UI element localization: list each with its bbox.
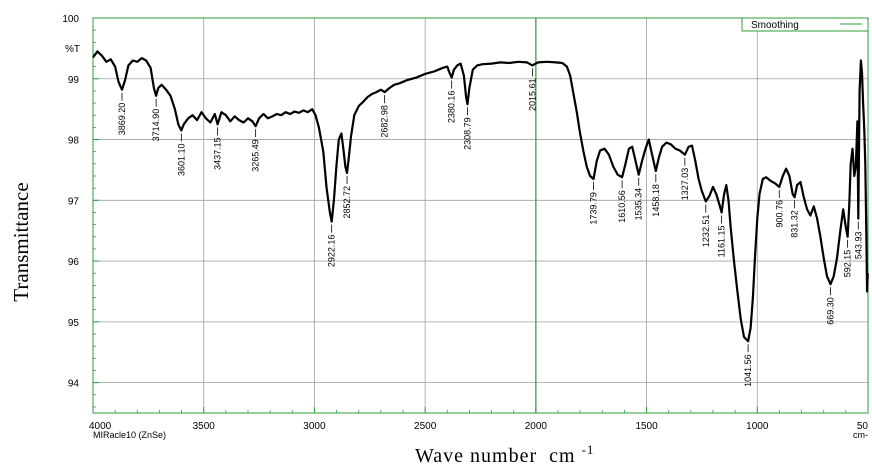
x-axis-title-unit: cm [549,445,575,465]
peak-label: 543.93 [853,232,863,260]
peak-label: 669.30 [826,297,836,325]
x-axis-title-unit-exponent: -1 [582,442,595,457]
x-tick-label: 3000 [303,421,326,432]
peak-label: 1739.79 [588,192,598,225]
peak-label: 2852.72 [342,186,352,219]
x-tick-label: 50 [857,421,869,432]
x-axis: 4000 3500 3000 2500 2000 1500 1000 50 [89,407,869,432]
peak-label: 1041.56 [743,354,753,387]
y-axis-title: Transmittance [9,182,33,301]
legend-entry-smoothing: Smoothing [751,20,799,31]
peak-label: 3714.90 [151,109,161,142]
y-axis: 94 95 96 97 98 99 100 [62,14,99,408]
peak-label: 592.15 [843,250,853,278]
peak-label: 3265.49 [251,139,261,172]
x-axis-title: Wave number cm -1 [415,442,594,465]
legend-box [741,17,869,32]
x-tick-label: 1000 [746,421,769,432]
peak-label: 2682.98 [380,105,390,138]
peak-label: 1161.15 [717,225,727,257]
y-tick-label: 95 [68,318,80,329]
peak-label: 2015.61 [527,78,537,111]
peak-label: 2380.16 [447,91,457,124]
peak-annotations: 3869.20 3714.90 3601.10 3437.15 3265.49 2922.… [117,68,863,387]
x-tick-label: 3500 [193,421,216,432]
peak-label: 2922.16 [327,235,337,268]
y-tick-label: 98 [68,136,80,147]
x-tick-label: 2500 [414,421,437,432]
y-tick-label: 94 [68,379,80,390]
peak-label: 1610.56 [617,190,627,223]
peak-label: 900.76 [774,200,784,228]
x-axis-title-text: Wave number [415,445,537,465]
peak-label: 1327.03 [680,168,690,201]
peak-label: 3869.20 [117,103,127,136]
x-tick-label: 4000 [89,421,112,432]
peak-label: 1535.34 [634,188,644,221]
y-unit-label: %T [65,44,80,55]
peak-label: 2308.79 [462,117,472,150]
peak-label: 831.32 [790,210,800,238]
y-tick-label: 99 [68,75,80,86]
x-tick-label: 1500 [635,421,658,432]
x-tick-label: 2000 [525,421,548,432]
x-corner-unit-label: cm- [853,430,868,440]
peak-label: 1232.51 [701,215,711,248]
instrument-label: MIRacle10 (ZnSe) [93,430,166,440]
legend: Smoothing [741,17,869,32]
y-tick-label: 97 [68,196,80,207]
plot-frame [92,17,869,414]
peak-label: 1458.18 [651,184,661,217]
peak-label: 3437.15 [213,137,223,170]
grid-lines [93,17,868,413]
y-tick-label: 100 [62,14,79,25]
peak-label: 3601.10 [176,143,186,176]
spectrum-line-series [92,50,869,343]
y-tick-label: 96 [68,257,80,268]
